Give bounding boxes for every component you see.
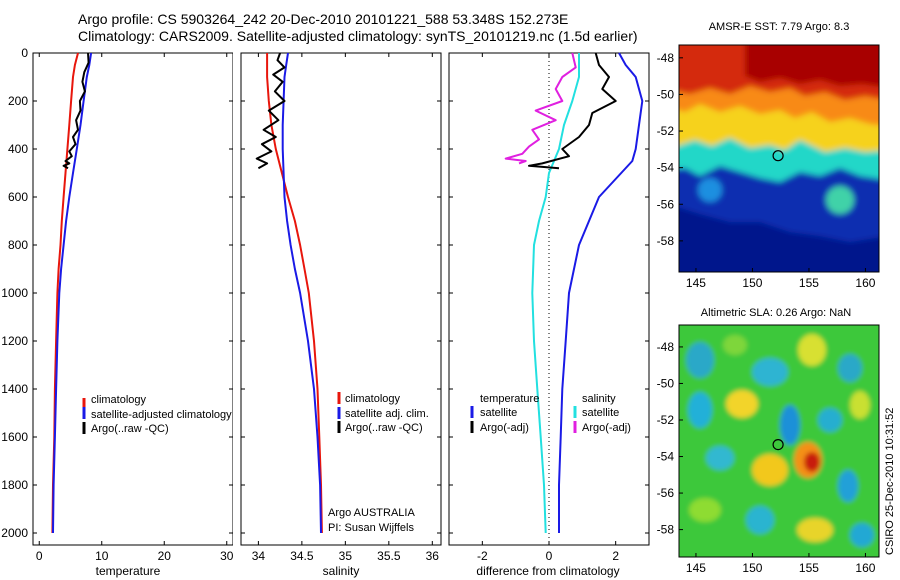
y-tick-label: -54 — [657, 450, 675, 464]
y-tick-label: 1800 — [1, 478, 28, 492]
series-line-argo-raw-qc — [62, 52, 90, 170]
x-tick-label: 34 — [252, 549, 266, 563]
x-tick-label: 35.5 — [377, 549, 401, 563]
x-tick-label: 2 — [612, 549, 619, 563]
argo-location-marker — [772, 439, 784, 451]
y-tick-label: -50 — [657, 87, 675, 101]
y-tick-label: -48 — [657, 51, 675, 65]
legend-entry-satellite: satellite adj. clim. — [345, 408, 429, 420]
y-tick-label: 2000 — [1, 526, 28, 540]
x-tick-label: 155 — [799, 276, 819, 290]
salinity-xlabel: salinity — [323, 564, 360, 578]
x-tick-label: 0 — [546, 549, 553, 563]
sst-map: AMSR-E SST: 7.79 Argo: 8.3 145 150 155 160 -… — [657, 21, 880, 290]
legend-entry-temperature-argo: Argo(-adj) — [480, 422, 529, 434]
y-tick-label: 1000 — [1, 286, 28, 300]
credit-label: CSIRO 25-Dec-2010 10:31:52 — [884, 408, 896, 555]
x-tick-label: 160 — [855, 561, 875, 575]
sla-field — [679, 325, 879, 557]
legend-entry-temperature-satellite: satellite — [480, 407, 517, 419]
temperature-xlabel: temperature — [96, 564, 161, 578]
y-tick-label: -52 — [657, 413, 675, 427]
x-tick-label: 0 — [36, 549, 43, 563]
header-line-2: Climatology: CARS2009. Satellite-adjuste… — [78, 28, 638, 44]
x-tick-label: 10 — [95, 549, 109, 563]
x-tick-label: -2 — [477, 549, 488, 563]
y-tick-label: 400 — [8, 142, 28, 156]
difference-xlabel: difference from climatology — [476, 564, 619, 578]
legend-overflow-mask — [233, 52, 241, 546]
x-tick-label: 155 — [799, 561, 819, 575]
series-line-satellite-adj-clim — [281, 52, 322, 534]
y-tick-label: -58 — [657, 523, 675, 537]
annotation-pi: PI: Susan Wijffels — [328, 522, 414, 534]
x-tick-label: 145 — [686, 561, 706, 575]
x-tick-label: 35 — [339, 549, 353, 563]
y-tick-label: -50 — [657, 376, 675, 390]
x-tick-label: 150 — [742, 276, 762, 290]
y-tick-label: 600 — [8, 190, 28, 204]
x-tick-label: 20 — [158, 549, 172, 563]
y-tick-label: -54 — [657, 161, 675, 175]
temperature-panel: 0 10 20 30 0 200 400 600 800 1000 1200 1400 1600 1800… — [1, 46, 241, 578]
annotation-program: Argo AUSTRALIA — [328, 507, 415, 519]
x-tick-label: 160 — [855, 276, 875, 290]
legend-entry-argo: Argo(..raw -QC) — [345, 422, 423, 434]
difference-legend: temperature satellite Argo(-adj) salinit… — [470, 393, 631, 434]
legend-heading-temperature: temperature — [480, 393, 539, 405]
legend-entry-salinity-argo: Argo(-adj) — [582, 422, 631, 434]
series-line-argo-raw-qc — [255, 52, 286, 170]
salinity-panel: 34 34.5 35 35.5 36 salinity climatology sate… — [240, 52, 442, 578]
sla-map-frame — [678, 324, 880, 558]
x-tick-label: 30 — [220, 549, 234, 563]
argo-location-marker — [772, 150, 784, 162]
header-line-1: Argo profile: CS 5903264_242 20-Dec-2010… — [78, 11, 568, 27]
y-tick-label: -56 — [657, 197, 675, 211]
sst-field — [679, 45, 879, 272]
legend-entry-climatology: climatology — [91, 394, 147, 406]
legend-entry-argo: Argo(..raw -QC) — [91, 423, 169, 435]
y-tick-label: -48 — [657, 340, 675, 354]
difference-axes-frame — [448, 52, 650, 546]
y-tick-label: 1600 — [1, 430, 28, 444]
x-tick-label: 34.5 — [290, 549, 314, 563]
series-line-salinity-argo-adj — [504, 52, 577, 165]
series-line-temperature-satellite — [558, 52, 644, 533]
sst-map-title: AMSR-E SST: 7.79 Argo: 8.3 — [709, 21, 850, 33]
legend-entry-climatology: climatology — [345, 393, 401, 405]
y-tick-label: 1200 — [1, 334, 28, 348]
sla-map-title: Altimetric SLA: 0.26 Argo: NaN — [701, 307, 851, 319]
y-tick-label: 200 — [8, 94, 28, 108]
sla-map: Altimetric SLA: 0.26 Argo: NaN — [657, 307, 880, 575]
y-tick-label: 0 — [21, 46, 28, 60]
difference-panel: -2 0 2 difference from climatology tempera… — [448, 52, 650, 578]
sst-map-frame — [678, 44, 880, 273]
y-tick-label: -58 — [657, 234, 675, 248]
temperature-axes-frame — [32, 52, 234, 546]
legend-heading-salinity: salinity — [582, 393, 616, 405]
y-tick-label: 1400 — [1, 382, 28, 396]
x-tick-label: 36 — [426, 549, 440, 563]
x-tick-label: 150 — [742, 561, 762, 575]
y-tick-label: -56 — [657, 486, 675, 500]
series-line-temperature-argo-adj — [528, 52, 617, 170]
salinity-legend: climatology satellite adj. clim. Argo(..… — [337, 392, 429, 434]
temperature-legend: climatology satellite-adjusted climatolo… — [82, 394, 232, 435]
series-line-salinity-satellite — [531, 53, 580, 534]
y-tick-label: 800 — [8, 238, 28, 252]
y-tick-label: -52 — [657, 124, 675, 138]
legend-entry-salinity-satellite: satellite — [582, 407, 619, 419]
x-tick-label: 145 — [686, 276, 706, 290]
legend-entry-satellite: satellite-adjusted climatology — [91, 409, 232, 421]
